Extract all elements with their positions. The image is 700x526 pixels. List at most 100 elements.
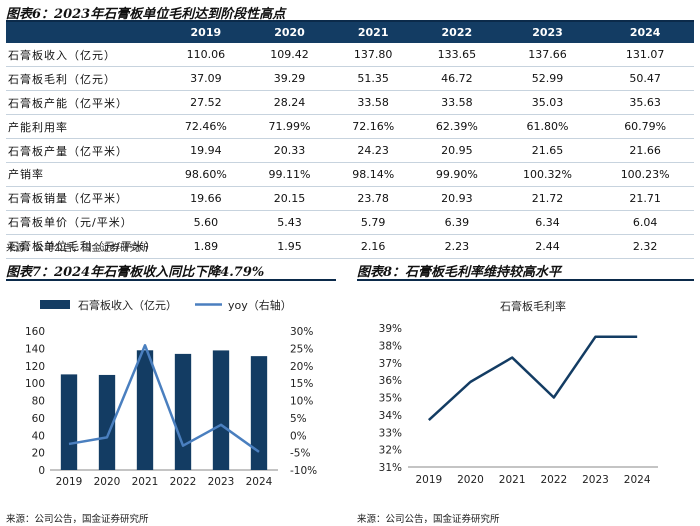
table-row: 石膏板单价（元/平米） 5.60 5.43 5.79 6.39 6.34 6.04 (6, 210, 694, 235)
table-cell: 24.23 (331, 138, 416, 163)
table-cell: 133.65 (415, 43, 499, 68)
legend-line-label: yoy（右轴） (228, 298, 292, 312)
table-cell: 2.23 (415, 234, 499, 259)
y-tick-label: 20 (32, 448, 45, 460)
table-cell: 35.03 (498, 90, 597, 116)
table-cell: 21.65 (498, 138, 597, 163)
table-cell: 51.35 (331, 66, 416, 92)
row-label: 石膏板产量（亿平米） (6, 138, 164, 163)
fig8-source: 来源：公司公告，国金证券研究所 (357, 514, 500, 525)
y2-tick-label: -5% (290, 448, 310, 460)
table-cell: 20.33 (247, 138, 332, 163)
table-cell: 19.66 (164, 186, 248, 211)
table-cell: 21.66 (596, 138, 694, 163)
y-tick-label: 60 (32, 413, 45, 425)
revenue-bar (174, 353, 192, 470)
row-label: 石膏板毛利（亿元） (6, 66, 164, 92)
y-tick-label: 120 (25, 361, 45, 373)
table-row: 石膏板收入（亿元） 110.06 109.42 137.80 133.65 137.66 1… (6, 43, 694, 68)
table-cell: 60.79% (596, 114, 694, 140)
fig7-title: 图表7：2024年石膏板收入同比下降4.79% (6, 265, 265, 280)
fig7-legend: 石膏板收入（亿元） yoy（右轴） (40, 298, 292, 312)
table-header-cell: 2023 (498, 22, 597, 43)
x-tick-label: 2024 (624, 474, 651, 486)
revenue-bar (98, 374, 116, 470)
fig8-title: 图表8：石膏板毛利率维持较高水平 (357, 265, 562, 280)
table-cell: 5.79 (331, 210, 416, 235)
fig6-table: 2019 2020 2021 2022 2023 2024 石膏板收入（亿元） 1… (6, 22, 694, 259)
yoy-series-line (68, 343, 260, 453)
table-cell: 100.23% (596, 162, 694, 187)
table-cell: 2.44 (498, 234, 597, 259)
y-tick-label: 140 (25, 343, 45, 355)
table-header-cell (6, 22, 164, 43)
fig8-margin-line (427, 335, 638, 422)
y2-tick-label: 10% (290, 396, 313, 408)
y-tick-label: 35% (379, 393, 402, 405)
y2-tick-label: -10% (290, 465, 317, 477)
table-header-cell: 2019 (164, 22, 248, 43)
fig7-bars (60, 350, 268, 470)
table-cell: 72.46% (164, 114, 248, 140)
table-cell: 6.39 (415, 210, 499, 235)
table-cell: 20.93 (415, 186, 499, 211)
table-cell: 6.34 (498, 210, 597, 235)
fig8-title-rule (357, 279, 694, 281)
fig6-title-rule (6, 20, 694, 22)
row-label: 石膏板产能（亿平米） (6, 90, 164, 116)
table-row: 产能利用率 72.46% 71.99% 72.16% 62.39% 61.80% 60.79… (6, 114, 694, 140)
table-row: 石膏板销量（亿平米） 19.66 20.15 23.78 20.93 21.72 21.71 (6, 186, 694, 211)
row-label: 石膏板单位毛利（元/平米） (6, 234, 164, 259)
x-tick-label: 2023 (582, 474, 609, 486)
table-cell: 5.60 (164, 210, 248, 235)
table-cell: 72.16% (331, 114, 416, 140)
table-cell: 37.09 (164, 66, 248, 92)
row-label: 产销率 (6, 162, 164, 187)
table-cell: 6.04 (596, 210, 694, 235)
table-cell: 20.95 (415, 138, 499, 163)
table-cell: 62.39% (415, 114, 499, 140)
table-header-cell: 2024 (596, 22, 694, 43)
x-tick-label: 2019 (415, 474, 442, 486)
y2-tick-label: 20% (290, 361, 313, 373)
fig7-source: 来源：公司公告，国金证券研究所 (6, 514, 149, 525)
fig8-axes: 31% 32% 33% 34% 35% 36% 37% 38% 39% 2019 2020 2021 2… (379, 323, 658, 486)
table-cell: 39.29 (247, 66, 332, 92)
y-tick-label: 160 (25, 326, 45, 338)
y-tick-label: 38% (379, 340, 402, 352)
revenue-bar (60, 374, 78, 470)
legend-bar-swatch (40, 300, 70, 309)
x-tick-label: 2021 (132, 476, 159, 488)
table-row: 石膏板毛利（亿元） 37.09 39.29 51.35 46.72 52.99 50.47 (6, 66, 694, 92)
y-tick-label: 31% (379, 462, 402, 474)
table-header-cell: 2020 (247, 22, 332, 43)
table-cell: 131.07 (596, 43, 694, 68)
y-tick-label: 39% (379, 323, 402, 335)
row-label: 石膏板单价（元/平米） (6, 210, 164, 235)
table-cell: 21.71 (596, 186, 694, 211)
table-cell: 2.16 (331, 234, 416, 259)
y-tick-label: 34% (379, 410, 402, 422)
row-label: 石膏板收入（亿元） (6, 43, 164, 68)
table-cell: 20.15 (247, 186, 332, 211)
table-cell: 71.99% (247, 114, 332, 140)
y2-tick-label: 0% (290, 430, 307, 442)
y2-tick-label: 25% (290, 343, 313, 355)
table-row: 石膏板产量（亿平米） 19.94 20.33 24.23 20.95 21.65 21.66 (6, 138, 694, 163)
table-cell: 52.99 (498, 66, 597, 92)
x-tick-label: 2021 (499, 474, 526, 486)
y-tick-label: 0 (38, 465, 45, 477)
table-cell: 1.95 (247, 234, 332, 259)
fig6-source: 来源：公司公告，国金证券研究所 (6, 243, 149, 254)
table-cell: 61.80% (498, 114, 597, 140)
table-cell: 23.78 (331, 186, 416, 211)
table-cell: 21.72 (498, 186, 597, 211)
x-tick-label: 2022 (540, 474, 567, 486)
x-tick-label: 2019 (56, 476, 83, 488)
x-tick-label: 2020 (457, 474, 484, 486)
fig8-chart: 石膏板毛利率 31% 32% 33% 34% 35% 36% 37% 38% 39% 2019 20… (379, 299, 658, 486)
y-tick-label: 80 (32, 396, 45, 408)
y2-tick-label: 5% (290, 413, 307, 425)
table-cell: 27.52 (164, 90, 248, 116)
table-cell: 99.90% (415, 162, 499, 187)
